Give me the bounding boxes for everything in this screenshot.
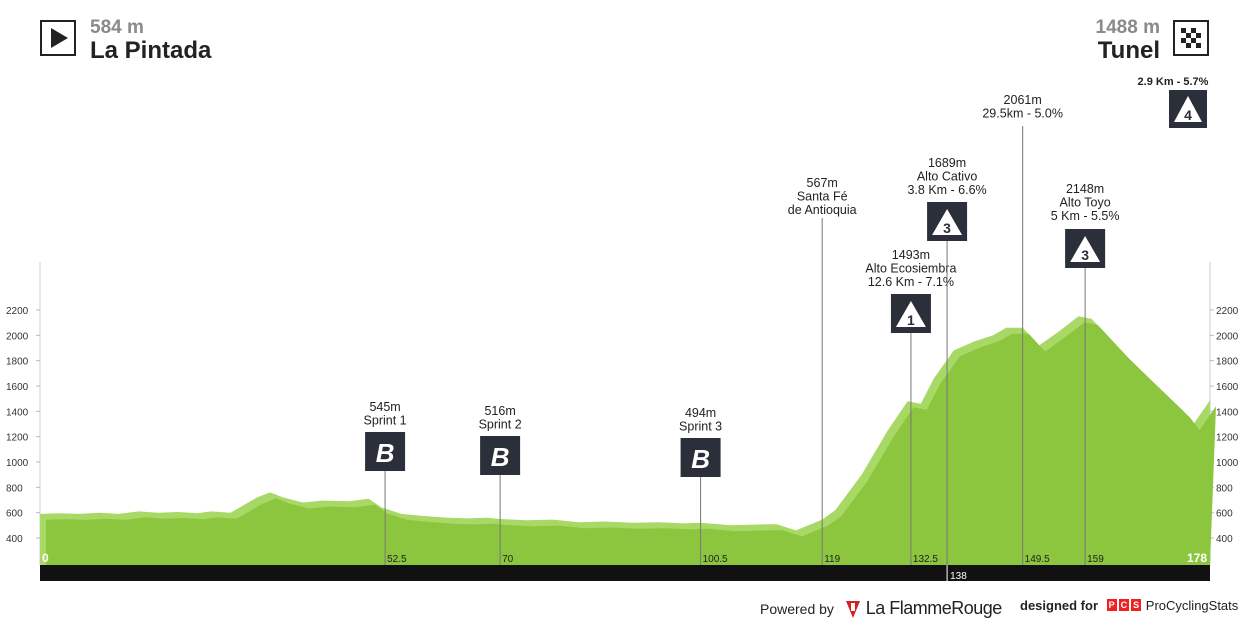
xtick-label: 159 [1087, 554, 1104, 565]
event-label-0: Sprint 1 [364, 414, 407, 428]
ytick-label-right: 1600 [1216, 382, 1239, 393]
climb-category-label: 3 [943, 220, 951, 236]
event-label-7: Alto Toyo [1060, 196, 1111, 210]
event-label-6: 29.5km - 5.0% [982, 107, 1063, 121]
event-label-2: Sprint 3 [679, 420, 722, 434]
ytick-label-right: 1200 [1216, 433, 1239, 444]
ytick-label-right: 400 [1216, 534, 1233, 545]
powered-by-text: Powered by [760, 601, 834, 617]
event-label-6: 2061m [1004, 93, 1042, 107]
finish-climb-info: 2.9 Km - 5.7% [1138, 76, 1209, 88]
start-altitude: 584 m [90, 17, 144, 38]
play-icon [40, 20, 76, 56]
sprint-marker-label: B [691, 444, 710, 474]
event-label-4: 1493m [892, 248, 930, 262]
brand-name: La FlammeRouge [865, 598, 1003, 618]
finish-altitude: 1488 m [1095, 17, 1160, 38]
ytick-label-right: 2000 [1216, 331, 1239, 342]
sprint-marker-label: B [491, 442, 510, 472]
pcs-name: ProCyclingStats [1145, 598, 1239, 613]
event-label-3: de Antioquia [788, 203, 857, 217]
ytick-label-left: 1400 [6, 407, 29, 418]
ytick-label-left: 1800 [6, 357, 29, 368]
climb-category-label: 1 [907, 312, 915, 328]
event-label-5: Alto Cativo [917, 170, 977, 184]
event-marker-0: B [365, 432, 406, 471]
ytick-label-right: 600 [1216, 509, 1233, 520]
marker-box [680, 438, 721, 477]
ytick-label-right: 1800 [1216, 357, 1239, 368]
xtick-label: 0 [42, 551, 49, 565]
climb-triangle-icon [1070, 236, 1101, 262]
event-label-7: 2148m [1066, 182, 1104, 196]
start-header: 584 m La Pintada [90, 18, 211, 64]
climb-triangle-icon [932, 209, 963, 235]
ytick-label-left: 1600 [6, 382, 29, 393]
event-label-1: 516m [484, 404, 515, 418]
event-marker-1: B [480, 436, 521, 475]
profile-area [46, 322, 1216, 565]
xtick-label: 138 [950, 571, 967, 582]
climb-triangle-icon [895, 301, 926, 327]
finish-name: Tunel [1097, 37, 1160, 64]
designed-for-text: designed for [1020, 598, 1099, 613]
ytick-label-left: 400 [6, 534, 23, 545]
xtick-label: 149.5 [1025, 554, 1050, 565]
ytick-label-left: 600 [6, 509, 23, 520]
event-label-5: 3.8 Km - 6.6% [907, 183, 986, 197]
climb-category-label: 3 [1081, 247, 1089, 263]
event-label-2: 494m [685, 406, 716, 420]
marker-box [365, 432, 406, 471]
xtick-label: 100.5 [703, 554, 728, 565]
finish-category-label: 4 [1184, 107, 1192, 123]
km-axis-bar [40, 565, 1210, 581]
ytick-label-left: 800 [6, 483, 23, 494]
xtick-label: 52.5 [387, 554, 407, 565]
event-label-3: Santa Fé [797, 190, 848, 204]
xtick-label: 132.5 [913, 554, 938, 565]
xtick-label: 70 [502, 554, 514, 565]
finish-header: 1488 m Tunel [1096, 18, 1160, 64]
event-label-5: 1689m [928, 156, 966, 170]
event-label-0: 545m [369, 400, 400, 414]
finish-category-marker: 4 [1169, 90, 1207, 128]
ytick-label-right: 800 [1216, 483, 1233, 494]
event-marker-7: 3 [1065, 229, 1106, 268]
marker-box [480, 436, 521, 475]
event-marker-4: 1 [890, 294, 931, 333]
event-label-4: 12.6 Km - 7.1% [868, 275, 954, 289]
ytick-label-left: 1200 [6, 433, 29, 444]
event-label-7: 5 Km - 5.5% [1051, 209, 1120, 223]
event-label-3: 567m [807, 176, 838, 190]
xtick-label: 119 [824, 554, 840, 565]
xtick-label: 178 [1187, 551, 1207, 565]
footer-powered: Powered by La FlammeRouge [760, 598, 1002, 619]
ytick-label-left: 2200 [6, 306, 29, 317]
event-marker-2: B [680, 438, 721, 477]
event-label-1: Sprint 2 [479, 418, 522, 432]
checkered-flag-icon [1173, 20, 1209, 56]
ytick-label-left: 1000 [6, 458, 29, 469]
flamme-rouge-icon [845, 601, 860, 618]
ytick-label-right: 2200 [1216, 306, 1239, 317]
event-label-4: Alto Ecosiembra [865, 262, 956, 276]
start-name: La Pintada [90, 37, 212, 64]
ytick-label-right: 1000 [1216, 458, 1239, 469]
event-marker-5: 3 [927, 202, 968, 241]
ytick-label-right: 1400 [1216, 407, 1239, 418]
sprint-marker-label: B [376, 438, 395, 468]
ytick-label-left: 2000 [6, 331, 29, 342]
